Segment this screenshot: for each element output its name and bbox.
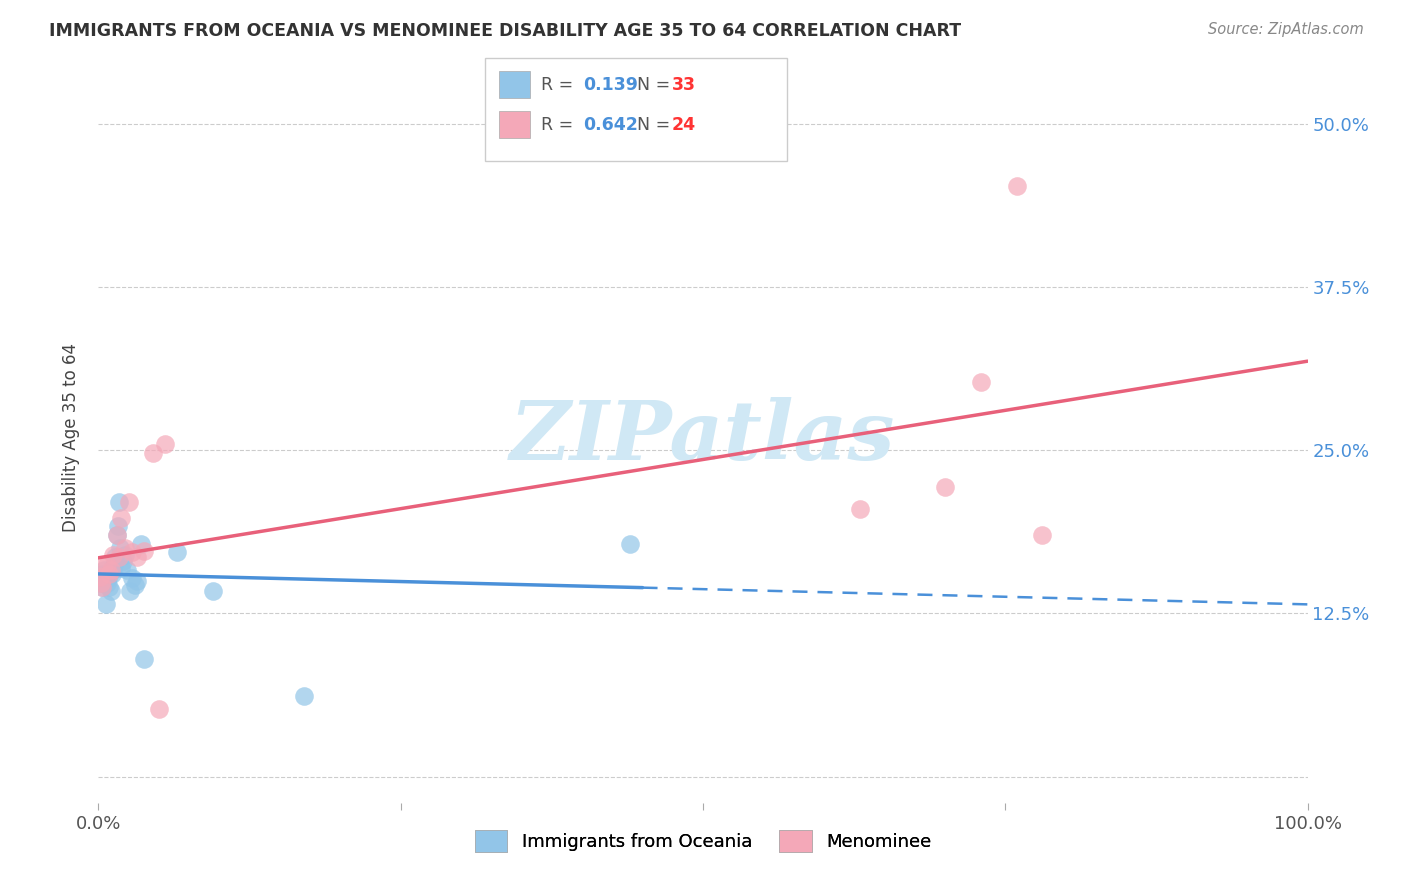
Point: [124, 577, 146, 591]
Point: [134, 652, 156, 666]
Point: [118, 495, 141, 509]
Point: [292, 689, 315, 703]
Point: [96, 558, 118, 573]
Point: [93, 558, 115, 573]
Point: [166, 545, 188, 559]
Point: [619, 537, 641, 551]
Point: [100, 567, 122, 582]
Point: [89, 570, 111, 584]
Legend: Immigrants from Oceania, Menominee: Immigrants from Oceania, Menominee: [467, 823, 939, 860]
Text: Source: ZipAtlas.com: Source: ZipAtlas.com: [1208, 22, 1364, 37]
Point: [110, 560, 132, 574]
Point: [1007, 179, 1029, 194]
Point: [202, 584, 225, 599]
Point: [142, 446, 165, 460]
Point: [96, 576, 118, 591]
Point: [91, 567, 114, 582]
Point: [108, 541, 131, 555]
Text: 0.642: 0.642: [583, 116, 638, 134]
Point: [934, 480, 956, 494]
Point: [89, 576, 111, 591]
Point: [134, 543, 156, 558]
Text: IMMIGRANTS FROM OCEANIA VS MENOMINEE DISABILITY AGE 35 TO 64 CORRELATION CHART: IMMIGRANTS FROM OCEANIA VS MENOMINEE DIS…: [49, 22, 962, 40]
Point: [91, 580, 114, 594]
Point: [90, 574, 112, 588]
Point: [1031, 528, 1053, 542]
Text: 33: 33: [672, 76, 696, 94]
Point: [114, 548, 136, 562]
Point: [127, 550, 149, 565]
Point: [105, 528, 128, 542]
Point: [111, 554, 134, 568]
Point: [93, 563, 115, 577]
Point: [101, 548, 124, 562]
Point: [108, 495, 131, 509]
Point: [101, 563, 124, 577]
Point: [103, 558, 125, 573]
Point: [121, 571, 143, 585]
Point: [98, 580, 121, 594]
Point: [104, 550, 127, 565]
Point: [127, 574, 149, 588]
Text: R =: R =: [541, 76, 579, 94]
Point: [129, 537, 152, 551]
Point: [110, 511, 132, 525]
Point: [105, 528, 128, 542]
Point: [970, 376, 993, 390]
Point: [91, 576, 114, 591]
Text: 24: 24: [672, 116, 696, 134]
Text: 0.139: 0.139: [583, 76, 638, 94]
Point: [94, 597, 117, 611]
Point: [117, 563, 139, 577]
Point: [107, 519, 129, 533]
Text: N =: N =: [637, 116, 676, 134]
Point: [114, 541, 136, 555]
Text: N =: N =: [637, 76, 676, 94]
Point: [91, 580, 114, 594]
Y-axis label: Disability Age 35 to 64: Disability Age 35 to 64: [62, 343, 80, 532]
Text: ZIPatlas: ZIPatlas: [510, 397, 896, 477]
Point: [118, 584, 141, 599]
Point: [90, 576, 112, 591]
Point: [100, 563, 122, 577]
Point: [108, 550, 131, 565]
Point: [97, 571, 120, 585]
Point: [100, 584, 122, 599]
Point: [148, 702, 170, 716]
Text: R =: R =: [541, 116, 579, 134]
Point: [98, 567, 121, 582]
Point: [849, 502, 872, 516]
Point: [121, 545, 143, 559]
Point: [153, 436, 176, 450]
